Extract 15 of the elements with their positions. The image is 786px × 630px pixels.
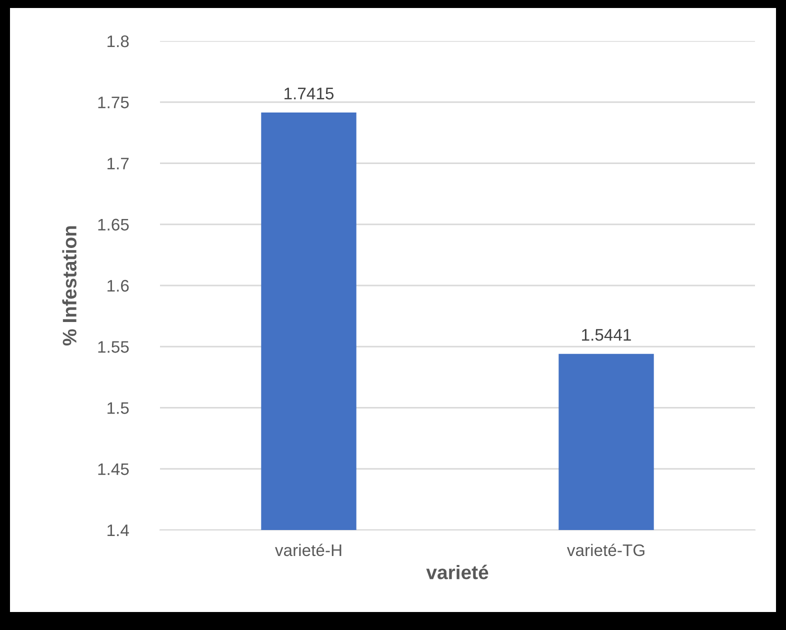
data-label: 1.5441 <box>582 329 631 341</box>
y-tick-label: 1.75 <box>98 96 129 108</box>
y-tick-label: 1.4 <box>108 524 129 536</box>
y-tick-label: 1.55 <box>98 341 129 353</box>
x-axis-title: varieté <box>426 564 488 580</box>
x-tick-label: varieté-H <box>275 544 342 556</box>
y-tick-label: 1.5 <box>108 402 129 414</box>
x-tick-label: varieté-TG <box>566 544 644 556</box>
y-tick-label: 1.45 <box>98 463 129 476</box>
y-tick-label: 1.8 <box>108 35 129 48</box>
y-tick-label: 1.6 <box>108 280 129 292</box>
data-label: 1.7415 <box>284 88 334 100</box>
y-tick-label: 1.65 <box>98 218 129 231</box>
y-axis-title: % Infestation <box>62 226 76 346</box>
y-tick-label: 1.7 <box>108 158 129 170</box>
